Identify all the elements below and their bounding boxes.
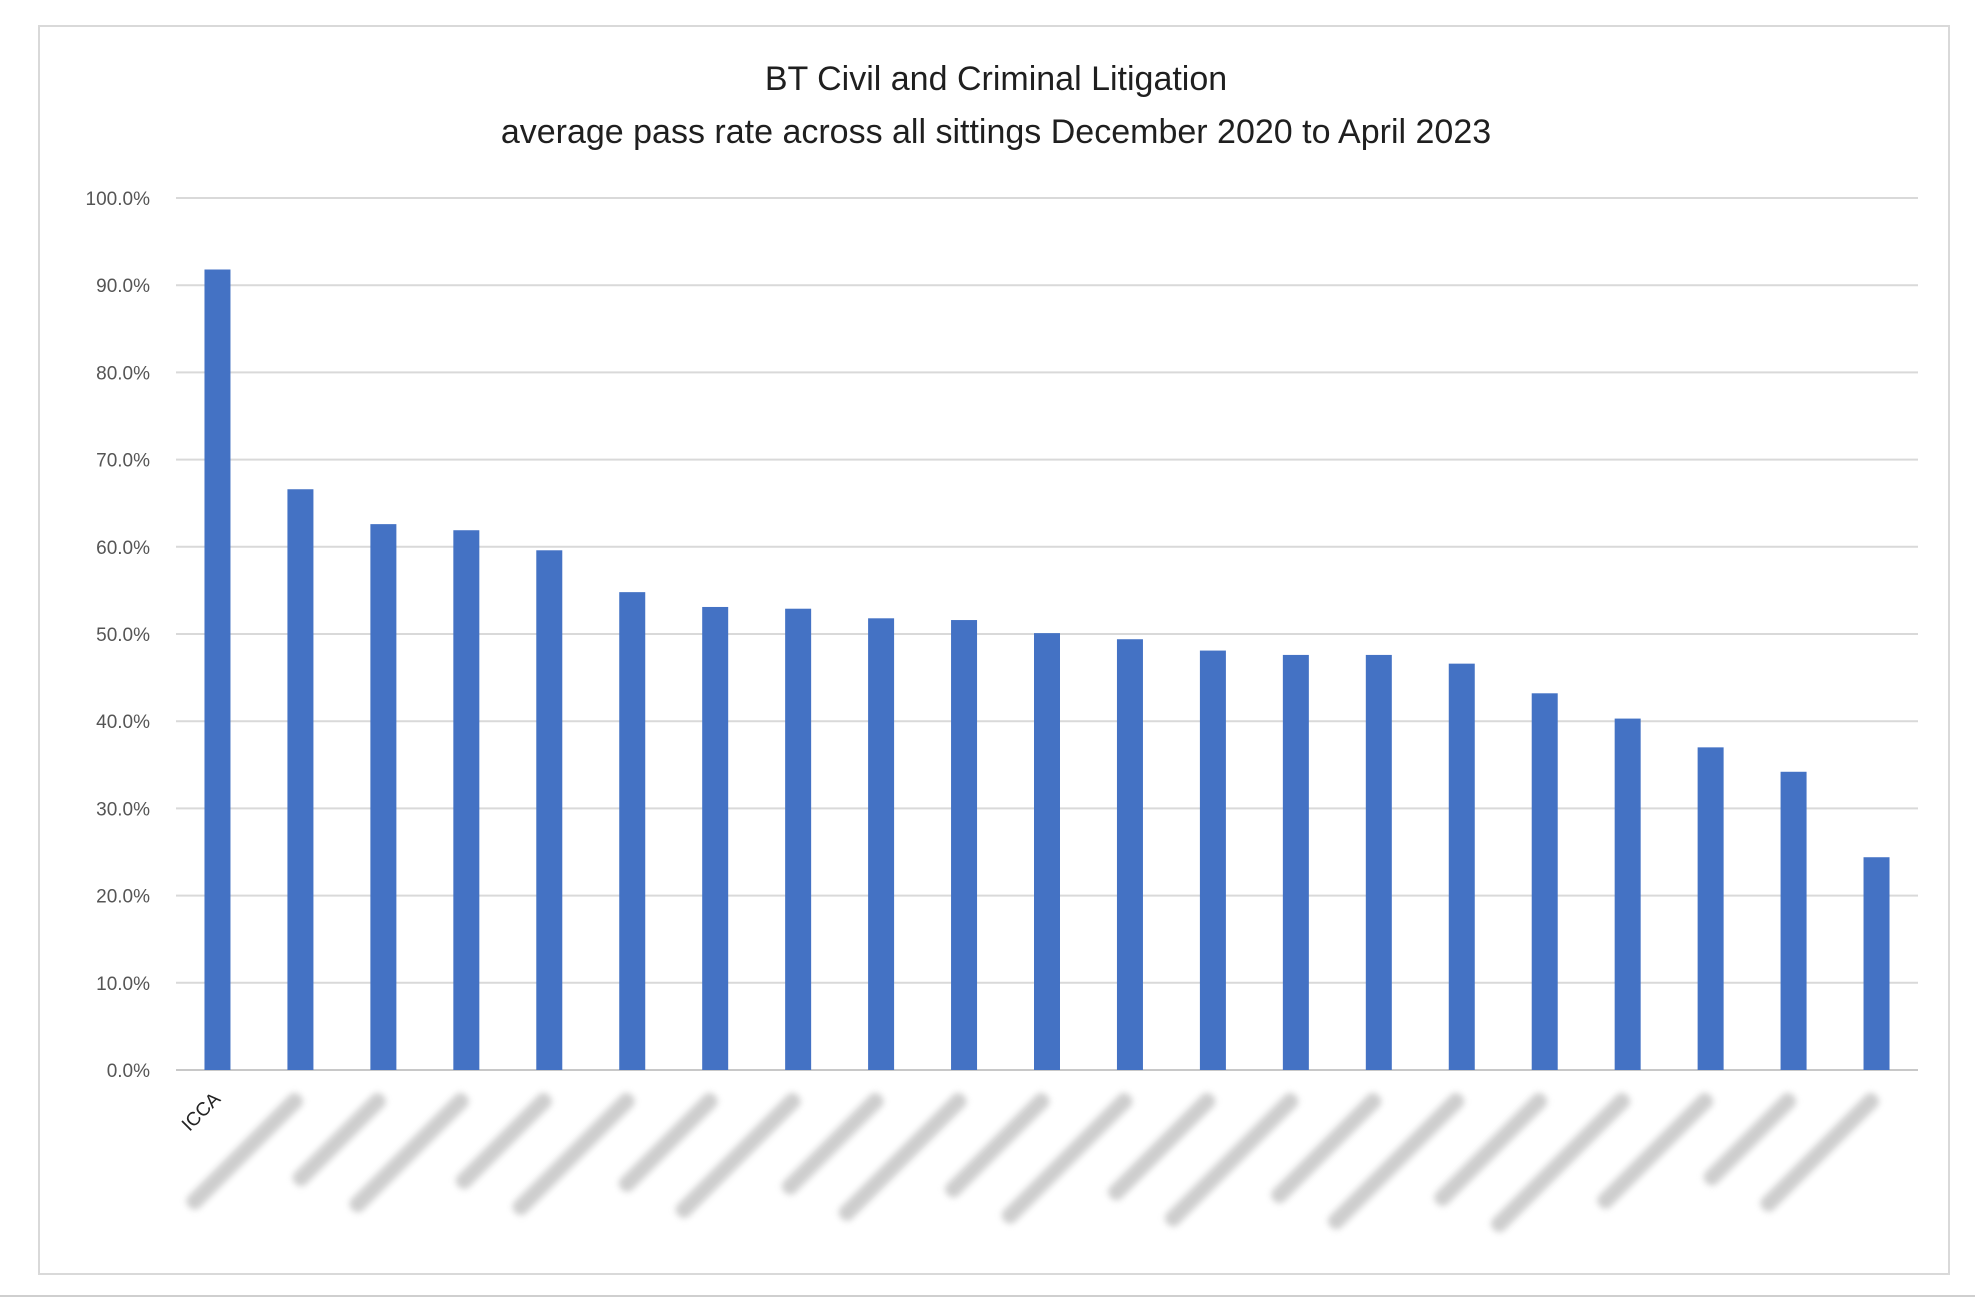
bar <box>868 618 895 1070</box>
y-tick-label: 20.0% <box>96 887 150 908</box>
redacted-label-blur <box>1001 1092 1133 1224</box>
bar <box>1116 639 1143 1070</box>
redacted-label-blur <box>512 1093 635 1216</box>
redacted-label-blur <box>1491 1093 1631 1233</box>
redacted-label-blur <box>349 1093 469 1213</box>
bar <box>1780 771 1807 1070</box>
redacted-label-blur <box>292 1093 386 1187</box>
redacted-label-blur <box>1327 1092 1465 1230</box>
bars <box>204 269 1890 1070</box>
y-tick-label: 10.0% <box>96 974 150 995</box>
bar <box>702 606 729 1070</box>
redacted-label-blur <box>1271 1093 1382 1204</box>
bar <box>1199 650 1226 1070</box>
bar <box>204 269 231 1070</box>
redacted-label-blur <box>675 1093 801 1219</box>
bar <box>619 592 646 1070</box>
bar <box>1614 718 1641 1070</box>
redacted-label-blur <box>1597 1093 1714 1209</box>
bottom-divider <box>0 1295 1975 1297</box>
bar <box>1863 857 1890 1070</box>
bar <box>1365 654 1392 1070</box>
bar <box>1034 633 1060 1070</box>
redacted-label-blur <box>781 1093 884 1195</box>
y-tick-label: 0.0% <box>107 1061 150 1082</box>
redacted-label-blur <box>838 1093 967 1221</box>
redacted-label-blur <box>1434 1093 1548 1206</box>
redacted-label-blur <box>1703 1092 1797 1186</box>
x-axis-labels: ICCA <box>178 1088 1880 1233</box>
redacted-label-blur <box>945 1093 1050 1198</box>
y-tick-label: 60.0% <box>96 538 150 559</box>
bar <box>1697 747 1724 1070</box>
bar <box>951 620 978 1070</box>
bar <box>370 524 397 1070</box>
redacted-label-blur <box>455 1093 552 1190</box>
y-tick-label: 80.0% <box>96 363 150 384</box>
redacted-label-blur <box>618 1093 718 1192</box>
bar <box>1531 693 1558 1070</box>
bar <box>536 550 563 1070</box>
bar <box>785 608 812 1070</box>
x-tick-label: ICCA <box>178 1088 225 1135</box>
redacted-label-blur <box>186 1092 303 1210</box>
redacted-label-blur <box>1108 1093 1216 1201</box>
y-tick-label: 100.0% <box>86 189 151 210</box>
bar <box>453 530 480 1070</box>
chart-subtitle: average pass rate across all sittings De… <box>501 113 1491 151</box>
y-tick-label: 40.0% <box>96 712 150 733</box>
bar <box>1282 654 1309 1070</box>
y-axis-ticks: 0.0% 10.0% 20.0% 30.0% 40.0% 50.0% 60.0% 70.0% 8… <box>86 189 151 1082</box>
redacted-label-blur <box>1760 1093 1880 1212</box>
bar <box>287 489 314 1070</box>
chart-title: BT Civil and Criminal Litigation <box>765 60 1227 98</box>
y-tick-label: 90.0% <box>96 276 150 297</box>
y-tick-label: 30.0% <box>96 799 150 820</box>
y-tick-label: 70.0% <box>96 451 150 472</box>
redacted-label-blur <box>1164 1093 1299 1227</box>
y-tick-label: 50.0% <box>96 625 150 646</box>
bar <box>1448 663 1475 1070</box>
